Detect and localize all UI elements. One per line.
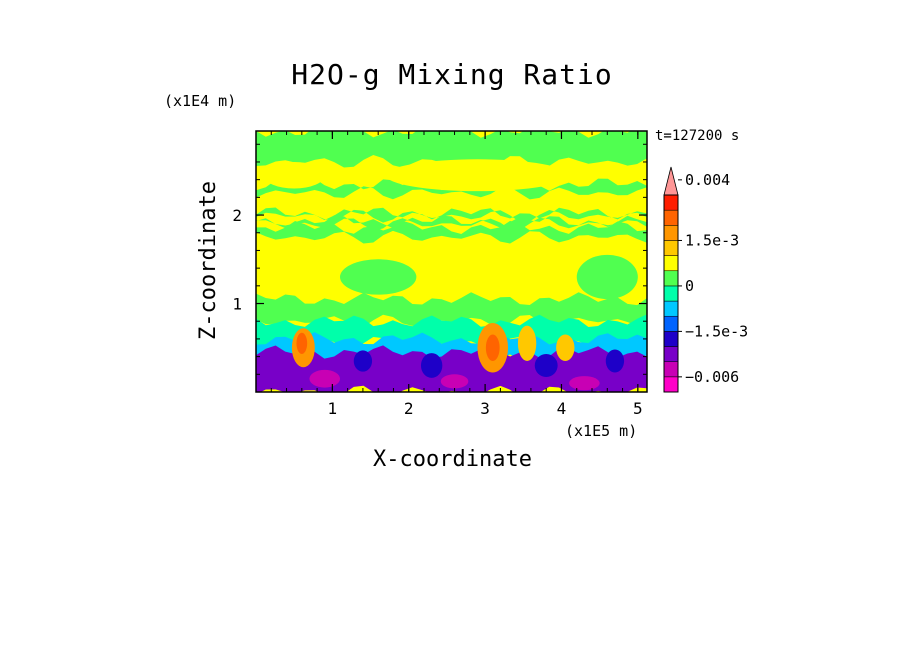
z-axis-unit: (x1E4 m) (164, 92, 237, 110)
colorbar-segment (663, 270, 679, 287)
colorbar-label: −0.006 (685, 368, 739, 386)
x-axis-label: X-coordinate (373, 447, 532, 472)
colorbar-label: −1.5e-3 (685, 322, 748, 340)
contour-band (256, 131, 647, 169)
x-tick-label: 1 (328, 399, 338, 418)
colorbar-segment (663, 376, 679, 393)
colorbar-label: 0.004 (685, 171, 730, 189)
x-axis-unit: (x1E5 m) (565, 422, 638, 440)
colorbar-frame (663, 194, 679, 393)
x-tick-label: 2 (404, 399, 414, 418)
chart-title: H2O-g Mixing Ratio (291, 58, 613, 91)
contour-blob (385, 159, 570, 192)
colorbar-segment (663, 300, 679, 317)
colorbar-segment (663, 331, 679, 347)
colorbar-segment (663, 225, 679, 241)
contour-blob (569, 376, 600, 391)
contour-field (256, 131, 647, 392)
colorbar-segment (663, 255, 679, 272)
contour-blob (534, 353, 558, 377)
contour-blob (353, 350, 373, 372)
contour-blob (420, 353, 443, 378)
contour-blob (263, 161, 325, 189)
colorbar-segment (663, 209, 679, 226)
colorbar-label: 0 (685, 277, 694, 295)
contour-blob (340, 259, 417, 295)
contour-band (256, 220, 647, 244)
colorbar-segment (663, 285, 679, 302)
colorbar-label: 1.5e-3 (685, 231, 739, 249)
time-label: t=127200 s (655, 128, 740, 144)
contour-blob (485, 334, 500, 362)
contour-band (256, 215, 647, 231)
contour-blob (517, 325, 537, 362)
contour-blob (296, 332, 308, 354)
x-tick-label: 3 (480, 399, 490, 418)
plot-frame (255, 130, 648, 393)
contour-blob (309, 369, 341, 388)
colorbar-segment (663, 361, 679, 378)
x-tick-label: 4 (557, 399, 567, 418)
colorbar-segment (663, 240, 679, 256)
contour-blob (605, 349, 625, 373)
colorbar-segment (663, 194, 679, 211)
y-tick-label: 2 (232, 206, 242, 225)
colorbar-segment (663, 346, 679, 362)
contour-blob (576, 254, 638, 300)
contour-blob (556, 334, 575, 362)
colorbar-segment (663, 315, 679, 332)
contour-blob (440, 374, 469, 389)
colorbar-extend-arrow (663, 166, 679, 196)
x-tick-label: 5 (633, 399, 643, 418)
contour-band (256, 207, 647, 223)
y-tick-label: 1 (232, 295, 242, 314)
